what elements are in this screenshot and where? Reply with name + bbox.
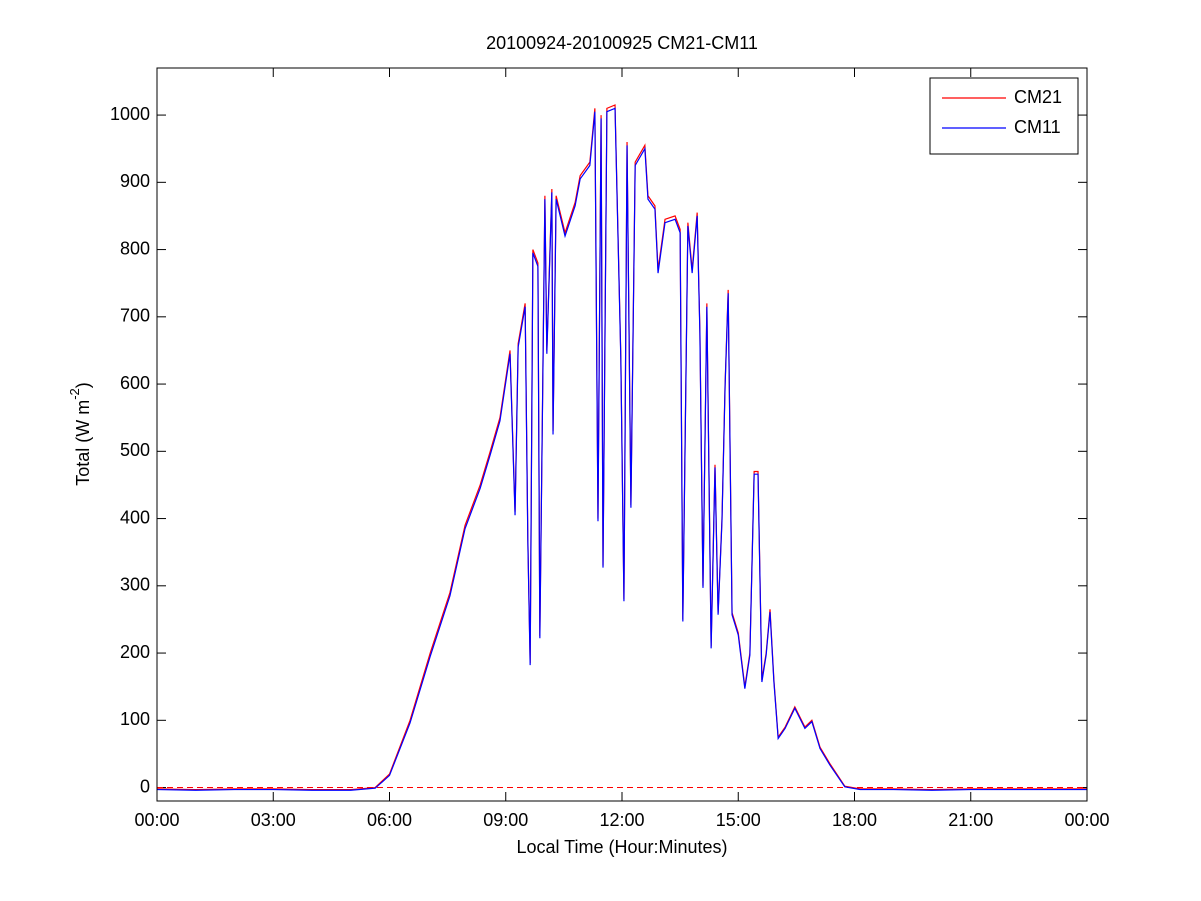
y-label-superscript: -2 [67, 388, 82, 400]
y-tick-label: 800 [120, 238, 150, 258]
x-tick-label: 21:00 [948, 810, 993, 830]
y-tick-label: 200 [120, 642, 150, 662]
x-tick-label: 09:00 [483, 810, 528, 830]
x-tick-label: 00:00 [134, 810, 179, 830]
x-tick-label: 12:00 [599, 810, 644, 830]
x-tick-label: 15:00 [716, 810, 761, 830]
legend: CM21 CM11 [929, 77, 1079, 155]
y-tick-label: 600 [120, 373, 150, 393]
y-tick-label: 1000 [110, 104, 150, 124]
y-tick-label: 900 [120, 171, 150, 191]
legend-label: CM21 [1014, 87, 1062, 107]
chart-title: 20100924-20100925 CM21-CM11 [486, 33, 758, 53]
y-tick-label: 500 [120, 440, 150, 460]
y-tick-label: 0 [140, 776, 150, 796]
y-tick-label: 700 [120, 306, 150, 326]
y-tick-label: 100 [120, 709, 150, 729]
series-line [156, 107, 1087, 791]
y-axis-label: Total (W m-2) [67, 382, 92, 486]
x-tick-label: 03:00 [251, 810, 296, 830]
axes-frame [156, 67, 1088, 802]
y-label-suffix: ) [73, 382, 93, 388]
x-tick-label: 06:00 [367, 810, 412, 830]
x-axis-label: Local Time (Hour:Minutes) [516, 837, 727, 857]
y-label-text: Total (W m [73, 400, 93, 486]
y-tick-label: 400 [120, 507, 150, 527]
x-tick-label: 18:00 [832, 810, 877, 830]
y-tick-label: 300 [120, 575, 150, 595]
legend-label: CM11 [1014, 117, 1061, 137]
legend-box [929, 77, 1079, 155]
x-tick-label: 00:00 [1064, 810, 1109, 830]
